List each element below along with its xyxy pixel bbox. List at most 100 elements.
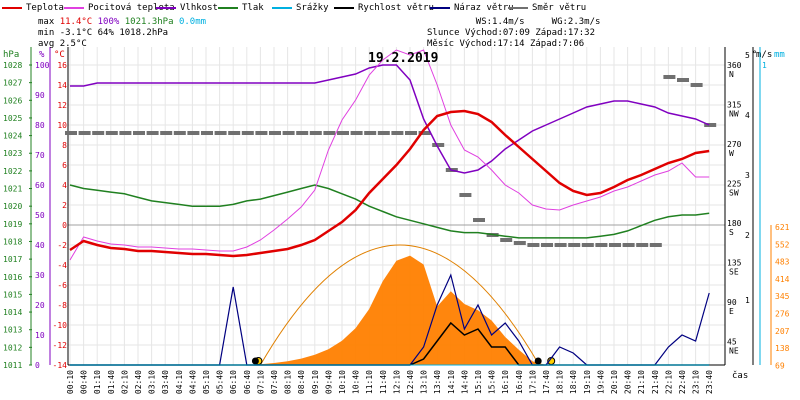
hpa-tick-label: 1016 <box>3 273 22 282</box>
solar-tick-label: 552 <box>775 240 790 249</box>
x-tick-label: 09:10 <box>311 370 320 394</box>
legend-swatch <box>218 7 238 9</box>
wind-dir-point <box>309 131 322 135</box>
compass-label: S <box>729 228 734 237</box>
sun-rise: Východ:07:09 <box>464 28 530 38</box>
sun-moon-block: WS:1.4m/s WG:2.3m/s Slunce Východ:07:09 … <box>427 17 600 50</box>
min-hum: 64% <box>97 28 114 38</box>
wind-dir-point <box>405 131 417 135</box>
x-tick-label: 04:10 <box>175 370 184 394</box>
chart-title: 19.2.2019 <box>368 51 439 66</box>
wind-dir-point <box>418 131 431 135</box>
legend-swatch <box>508 7 528 9</box>
wind-dir-point <box>704 123 717 127</box>
wind-dir-point <box>323 131 336 135</box>
hpa-axis-label: hPa <box>3 50 19 60</box>
legend-label: Teplota <box>26 3 64 13</box>
x-tick-label: 17:10 <box>528 370 537 394</box>
temp-tick-label: -12 <box>53 341 68 350</box>
x-tick-label: 18:40 <box>569 370 578 394</box>
feels-like-line <box>69 49 710 261</box>
max-hum: 100% <box>97 17 120 27</box>
hpa-tick-label: 1028 <box>3 61 22 70</box>
ms-tick-label: 3 <box>745 171 750 180</box>
solar-area <box>70 255 710 365</box>
hpa-tick-label: 1022 <box>3 167 22 176</box>
mm-tick-label: 1 <box>762 61 767 70</box>
max-rain: 0.0mm <box>178 17 207 27</box>
wind-dir-point <box>473 218 485 222</box>
wind-dir-point <box>65 131 77 135</box>
wind-dir-point <box>568 243 581 247</box>
hpa-tick-label: 1023 <box>3 149 22 158</box>
wind-dir-point <box>622 243 635 247</box>
wind-dir-point <box>214 131 227 135</box>
x-tick-label: 13:40 <box>433 370 442 394</box>
compass-label: SE <box>729 268 739 277</box>
wind-dir-point <box>133 131 145 135</box>
wind-dir-point <box>377 131 390 135</box>
x-tick-label: 02:10 <box>120 370 129 394</box>
wind-dir-point <box>554 243 567 247</box>
ms-axis-label: m/s <box>756 50 772 60</box>
x-tick-label: 13:10 <box>420 370 429 394</box>
wind-dir-point <box>527 243 540 247</box>
legend-label: Náraz větru <box>454 3 514 13</box>
hpa-tick-label: 1015 <box>3 290 22 299</box>
ms-tick-label: 2 <box>745 231 750 240</box>
x-tick-label: 11:40 <box>379 370 388 394</box>
humidity-line <box>70 64 710 174</box>
ms-tick-label: 1 <box>745 296 750 305</box>
moonset-marker <box>251 357 259 365</box>
x-tick-label: 05:10 <box>202 370 211 394</box>
x-tick-label: 17:40 <box>542 370 551 394</box>
x-tick-label: 03:40 <box>161 370 170 394</box>
hpa-tick-label: 1018 <box>3 237 22 246</box>
pct-tick-label: 90 <box>35 91 45 100</box>
legend-swatch <box>64 7 84 9</box>
x-tick-label: 06:40 <box>243 370 252 394</box>
pressure-line <box>69 184 710 239</box>
solar-tick-label: 483 <box>775 258 790 267</box>
compass-label: NW <box>729 110 739 119</box>
x-tick-label: 15:10 <box>474 370 483 394</box>
x-tick-label: 07:10 <box>256 370 265 394</box>
moon-label: Měsíc <box>427 39 455 49</box>
legend-swatch <box>272 7 292 9</box>
moonrise-marker <box>534 357 542 365</box>
avg-temp: 2.5°C <box>59 39 87 49</box>
x-tick-label: 22:40 <box>678 370 687 394</box>
pct-tick-label: 30 <box>35 271 45 280</box>
wind-dir-point <box>541 243 553 247</box>
wind-dir-point <box>364 131 377 135</box>
x-tick-label: 14:40 <box>460 370 469 394</box>
dir-tick-label: 90 <box>727 298 737 307</box>
pct-tick-label: 40 <box>35 241 45 250</box>
wind-dir-point <box>78 131 91 135</box>
dir-tick-label: 270 <box>727 140 742 149</box>
wind-dir-point <box>350 131 363 135</box>
mm-axis-label: mm <box>774 50 785 60</box>
wind-dir-point <box>105 131 118 135</box>
x-tick-label: 21:10 <box>637 370 646 394</box>
hpa-tick-label: 1012 <box>3 343 22 352</box>
x-tick-label: 19:10 <box>583 370 592 394</box>
temp-tick-label: 8 <box>62 141 67 150</box>
hpa-tick-label: 1013 <box>3 326 22 335</box>
temp-tick-label: -8 <box>57 301 67 310</box>
legend-swatch <box>430 7 450 9</box>
wind-dir-point <box>119 131 132 135</box>
wind-dir-point <box>228 131 241 135</box>
temp-tick-label: -14 <box>53 361 68 370</box>
temp-tick-label: 6 <box>62 161 67 170</box>
solar-tick-label: 207 <box>775 327 790 336</box>
dir-tick-label: 135 <box>727 259 742 268</box>
temp-axis-label: °C <box>54 50 65 60</box>
min-temp: -3.1°C <box>59 28 93 38</box>
x-tick-label: 16:40 <box>515 370 524 394</box>
wind-dir-point <box>391 131 404 135</box>
avg-label: avg <box>38 39 55 49</box>
legend-label: Rychlost větru <box>358 3 434 13</box>
hpa-tick-label: 1011 <box>3 361 22 370</box>
